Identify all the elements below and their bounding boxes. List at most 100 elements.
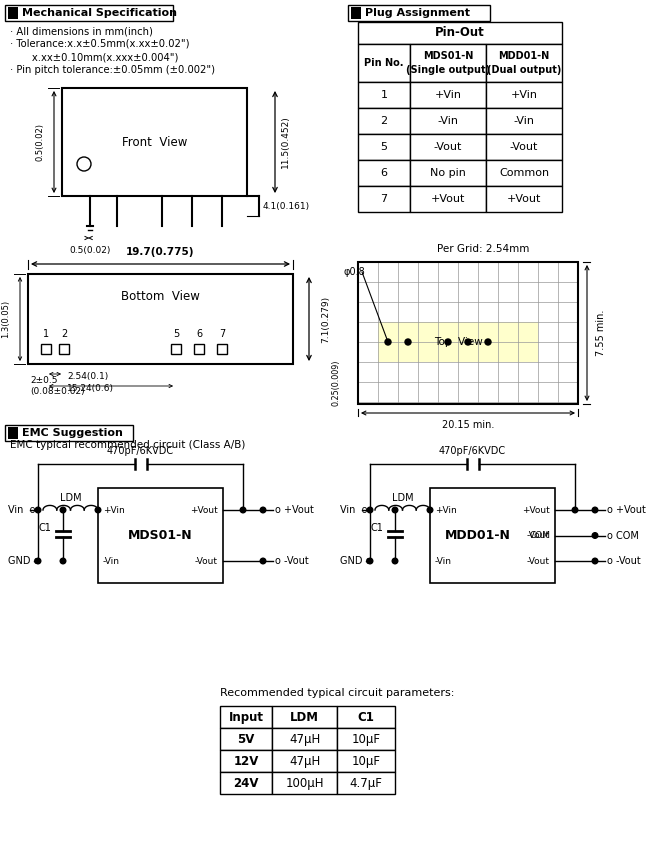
Text: C1: C1	[370, 522, 383, 533]
Bar	[486, 44, 562, 82]
Text: 100μH: 100μH	[285, 776, 324, 789]
Text: +Vin: +Vin	[103, 505, 125, 515]
Text: COM: COM	[529, 531, 550, 540]
Bar	[8, 7, 18, 19]
Circle shape	[260, 558, 266, 563]
Bar	[486, 82, 562, 108]
Text: Plug Assignment: Plug Assignment	[365, 8, 470, 18]
Text: 10μF: 10μF	[352, 754, 381, 768]
Text: Per Grid: 2.54mm: Per Grid: 2.54mm	[437, 244, 529, 254]
Circle shape	[592, 507, 598, 513]
Bar	[337, 728, 395, 750]
Bar	[220, 750, 272, 772]
Text: 4.1(0.161): 4.1(0.161)	[263, 202, 310, 210]
Text: 2: 2	[61, 329, 67, 339]
Text: 1: 1	[381, 90, 387, 100]
Bar	[378, 322, 538, 362]
Text: 19.7(0.775): 19.7(0.775)	[126, 247, 195, 257]
Text: 7.55 min.: 7.55 min.	[596, 310, 606, 357]
Bar	[410, 160, 486, 186]
Circle shape	[36, 507, 41, 513]
Text: 2.54(0.1): 2.54(0.1)	[67, 372, 109, 381]
Bar	[358, 186, 410, 212]
Text: Vin  o: Vin o	[8, 505, 36, 515]
Text: +Vout: +Vout	[507, 194, 541, 204]
Bar	[486, 108, 562, 134]
Text: MDD01-N: MDD01-N	[445, 529, 511, 542]
Bar	[358, 134, 410, 160]
Text: 2: 2	[381, 116, 387, 126]
Bar	[337, 772, 395, 794]
Text: (0.08±0.02): (0.08±0.02)	[30, 387, 84, 396]
Circle shape	[260, 507, 266, 513]
Text: -Vout: -Vout	[527, 557, 550, 565]
Text: C1: C1	[38, 522, 51, 533]
Text: -Vout: -Vout	[510, 142, 538, 152]
Text: Vin  o: Vin o	[340, 505, 368, 515]
Text: -Vout: -Vout	[433, 142, 462, 152]
Text: -Vin: -Vin	[438, 116, 458, 126]
Bar	[410, 108, 486, 134]
Text: LDM: LDM	[60, 493, 81, 503]
Text: LDM: LDM	[392, 493, 413, 503]
Text: MDD01-N
(Dual output): MDD01-N (Dual output)	[487, 51, 561, 74]
Bar	[272, 750, 337, 772]
Bar	[171, 344, 181, 354]
Circle shape	[427, 507, 433, 513]
Text: 10μF: 10μF	[352, 733, 381, 746]
Bar	[59, 344, 69, 354]
Bar	[351, 7, 361, 19]
Text: x.xx±0.10mm(x.xxx±0.004"): x.xx±0.10mm(x.xxx±0.004")	[10, 52, 178, 62]
Bar	[194, 344, 204, 354]
Text: o +Vout: o +Vout	[275, 505, 314, 515]
Text: 7.1(0.279): 7.1(0.279)	[321, 296, 330, 343]
Bar	[348, 5, 490, 21]
Bar	[220, 772, 272, 794]
Text: 6: 6	[196, 329, 202, 339]
Text: o COM: o COM	[607, 530, 639, 540]
Text: +Vin: +Vin	[435, 90, 462, 100]
Circle shape	[592, 558, 598, 563]
Text: -Vin: -Vin	[513, 116, 535, 126]
Circle shape	[572, 507, 578, 513]
Text: 5: 5	[381, 142, 387, 152]
Text: 7: 7	[381, 194, 387, 204]
Bar	[272, 772, 337, 794]
Text: -Vout: -Vout	[527, 531, 550, 540]
Text: GND o: GND o	[340, 556, 371, 566]
Circle shape	[405, 339, 411, 345]
Circle shape	[60, 507, 66, 513]
Bar	[217, 344, 227, 354]
Text: 4.7μF: 4.7μF	[350, 776, 383, 789]
Text: C1: C1	[358, 711, 375, 723]
Text: Front  View: Front View	[122, 135, 187, 149]
Text: o +Vout: o +Vout	[607, 505, 646, 515]
Text: 12V: 12V	[233, 754, 259, 768]
Bar	[358, 82, 410, 108]
Text: MDS01-N: MDS01-N	[128, 529, 193, 542]
Text: -Vin: -Vin	[103, 557, 120, 565]
Circle shape	[95, 507, 100, 513]
Bar	[410, 186, 486, 212]
Bar	[358, 108, 410, 134]
Circle shape	[465, 339, 471, 345]
Bar	[358, 160, 410, 186]
Bar	[5, 5, 173, 21]
Bar	[220, 728, 272, 750]
Circle shape	[60, 558, 66, 563]
Circle shape	[241, 507, 246, 513]
Text: MDS01-N
(Single output): MDS01-N (Single output)	[406, 51, 490, 74]
Circle shape	[592, 533, 598, 539]
Circle shape	[385, 339, 391, 345]
Text: +Vout: +Vout	[431, 194, 465, 204]
Text: Top  View: Top View	[433, 337, 482, 347]
Bar	[430, 488, 555, 583]
Text: · All dimensions in mm(inch): · All dimensions in mm(inch)	[10, 26, 153, 36]
Text: Mechanical Specification: Mechanical Specification	[22, 8, 177, 18]
Text: +Vout: +Vout	[522, 505, 550, 515]
Text: EMC Suggestion: EMC Suggestion	[22, 428, 123, 438]
Text: 47μH: 47μH	[289, 754, 320, 768]
Text: 20.15 min.: 20.15 min.	[442, 420, 494, 430]
Text: 470pF/6KVDC: 470pF/6KVDC	[107, 446, 174, 456]
Text: φ0.8: φ0.8	[343, 267, 364, 277]
